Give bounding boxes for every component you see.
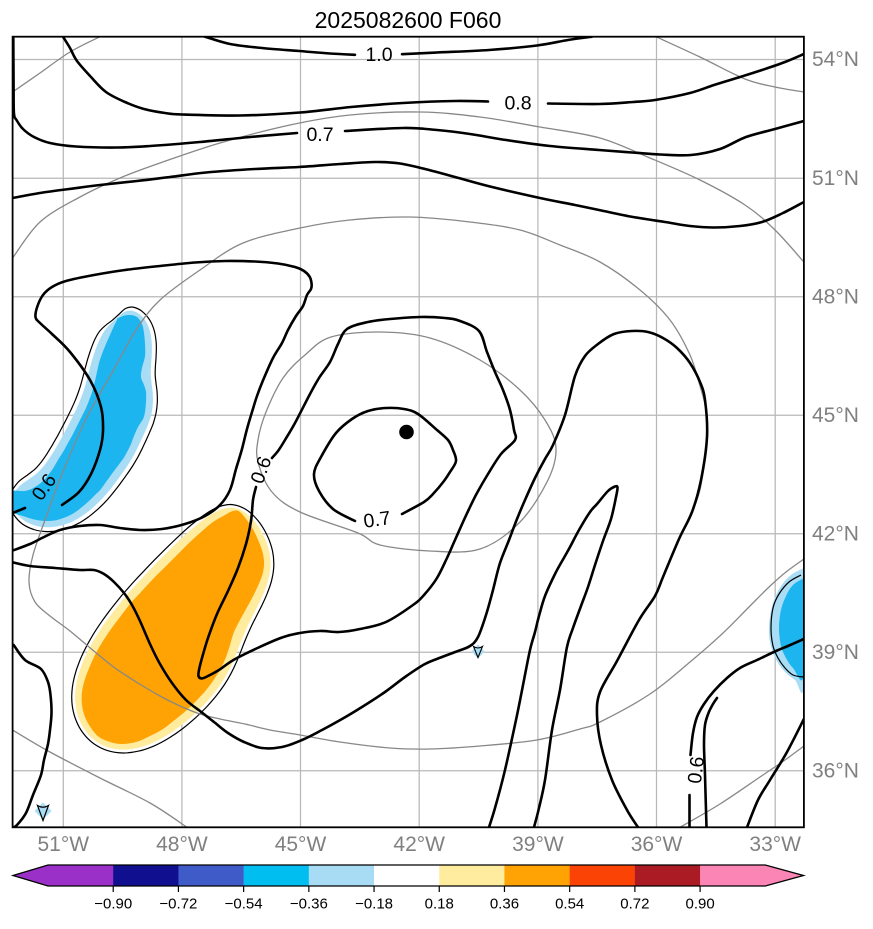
svg-text:2025082600 F060: 2025082600 F060 [315,7,502,33]
svg-text:−0.72: −0.72 [159,896,197,913]
svg-text:36°W: 36°W [631,833,683,856]
svg-text:0.90: 0.90 [685,896,714,913]
svg-text:0.6: 0.6 [684,755,709,785]
svg-text:51°W: 51°W [38,833,90,856]
svg-text:−0.18: −0.18 [355,896,393,913]
svg-text:0.54: 0.54 [555,896,584,913]
svg-text:0.7: 0.7 [306,124,333,146]
svg-text:51°N: 51°N [812,167,859,190]
svg-text:0.72: 0.72 [620,896,649,913]
svg-text:48°N: 48°N [812,285,859,308]
svg-text:42°N: 42°N [812,522,859,545]
svg-text:45°N: 45°N [812,404,859,427]
svg-text:54°N: 54°N [812,48,859,71]
svg-text:0.18: 0.18 [425,896,454,913]
svg-text:0.7: 0.7 [362,507,392,533]
svg-text:−0.36: −0.36 [290,896,328,913]
svg-text:−0.90: −0.90 [94,896,132,913]
svg-text:−0.54: −0.54 [225,896,263,913]
svg-text:0.8: 0.8 [504,93,531,115]
svg-text:42°W: 42°W [393,833,445,856]
svg-text:36°N: 36°N [812,759,859,782]
svg-text:0.36: 0.36 [490,896,519,913]
svg-text:48°W: 48°W [156,833,208,856]
svg-text:1.0: 1.0 [365,44,392,66]
svg-text:33°W: 33°W [749,833,801,856]
svg-text:45°W: 45°W [275,833,327,856]
svg-text:39°W: 39°W [512,833,564,856]
svg-text:39°N: 39°N [812,641,859,664]
